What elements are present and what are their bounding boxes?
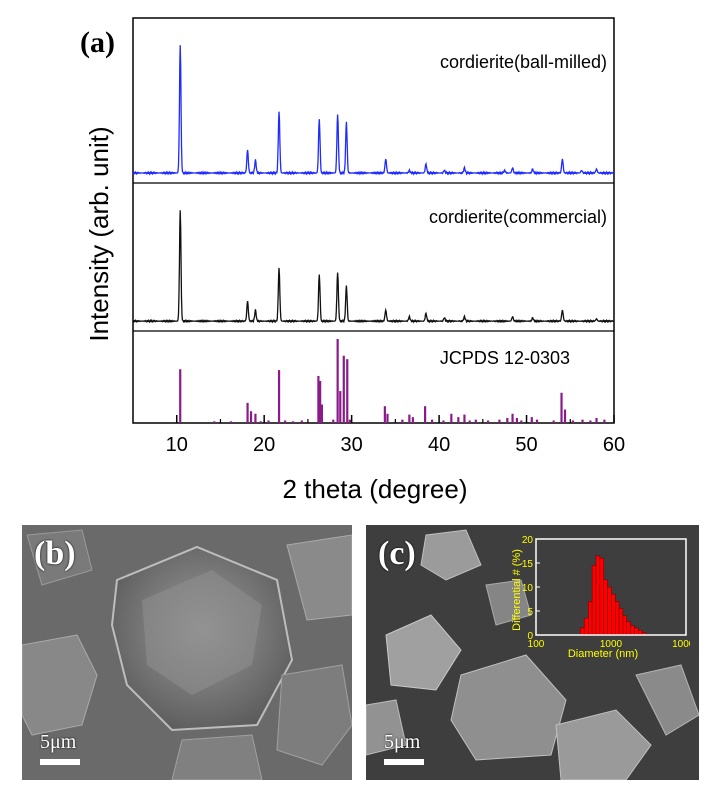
histogram-bar bbox=[591, 565, 597, 636]
x-tick-label: 20 bbox=[253, 434, 275, 456]
histogram-bar bbox=[607, 586, 612, 636]
inset-axes: 0 5 10 15 20 100 1000 10000 bbox=[522, 535, 690, 650]
histogram-bar bbox=[599, 557, 605, 636]
panel-label-c: (c) bbox=[378, 535, 416, 572]
inset-x-axis-label: Diameter (nm) bbox=[568, 648, 638, 660]
inset-x-tick-label: 100 bbox=[528, 639, 545, 650]
scale-bar-label-c: 5μm bbox=[384, 731, 421, 753]
size-distribution-inset: 0 5 10 15 20 100 1000 10000 Diameter (nm) Diffe… bbox=[511, 535, 690, 660]
xrd-plot-frame bbox=[132, 17, 615, 424]
inset-y-tick-label: 5 bbox=[527, 607, 533, 618]
histogram-bar bbox=[626, 621, 631, 636]
xrd-chart: (a) cordierite(ball-milled) cordierite(co… bbox=[80, 17, 625, 504]
plot-border bbox=[132, 17, 615, 424]
histogram-bar bbox=[583, 617, 589, 636]
inset-bars bbox=[580, 555, 647, 636]
scale-bar-c bbox=[384, 759, 424, 765]
series-label: cordierite(ball-milled) bbox=[440, 52, 607, 72]
histogram-bar bbox=[618, 608, 624, 636]
inset-y-axis-label: Differential # (%) bbox=[511, 549, 523, 631]
sem-image-b: (b) 5μm bbox=[22, 525, 352, 780]
inset-y-tick-label: 15 bbox=[522, 559, 534, 570]
inset-y-tick-label: 20 bbox=[522, 535, 534, 546]
histogram-bar bbox=[634, 627, 639, 636]
inset-x-tick-label: 10000 bbox=[672, 639, 690, 650]
xrd-series-group: cordierite(ball-milled) cordierite(commer… bbox=[132, 45, 615, 423]
histogram-bar bbox=[614, 601, 620, 636]
histogram-bar bbox=[588, 601, 593, 636]
inset-y-tick-label: 10 bbox=[522, 583, 534, 594]
inset-x-tick-label: 1000 bbox=[600, 639, 623, 650]
series-line bbox=[132, 45, 615, 176]
histogram-bar bbox=[580, 627, 585, 636]
series-label: cordierite(commercial) bbox=[429, 207, 607, 227]
xrd-axes: 10 20 30 40 50 60 bbox=[166, 415, 625, 456]
sem-image-c-picture bbox=[366, 525, 699, 780]
y-axis-label: Intensity (arb. unit) bbox=[84, 126, 114, 341]
x-tick-label: 60 bbox=[603, 434, 625, 456]
x-tick-label: 50 bbox=[515, 434, 537, 456]
histogram-bar bbox=[630, 625, 635, 636]
sem-image-b-picture bbox=[22, 525, 352, 780]
sem-image-c: (c) 5μm bbox=[366, 525, 699, 780]
panel-label-a: (a) bbox=[80, 26, 115, 59]
x-tick-label: 30 bbox=[341, 434, 363, 456]
histogram-bar bbox=[611, 593, 616, 636]
series-line bbox=[132, 210, 615, 324]
histogram-bar bbox=[595, 555, 601, 636]
x-axis-label: 2 theta (degree) bbox=[282, 474, 467, 504]
histogram-bar bbox=[622, 615, 628, 636]
scale-bar-label-b: 5μm bbox=[40, 731, 77, 753]
panel-label-b: (b) bbox=[34, 535, 76, 572]
scale-bar-b bbox=[40, 759, 80, 765]
x-tick-label: 40 bbox=[428, 434, 450, 456]
x-tick-label: 10 bbox=[166, 434, 188, 456]
histogram-bar bbox=[603, 579, 608, 636]
inset-y-tick-label: 0 bbox=[527, 631, 533, 642]
series-label: JCPDS 12-0303 bbox=[440, 348, 570, 368]
